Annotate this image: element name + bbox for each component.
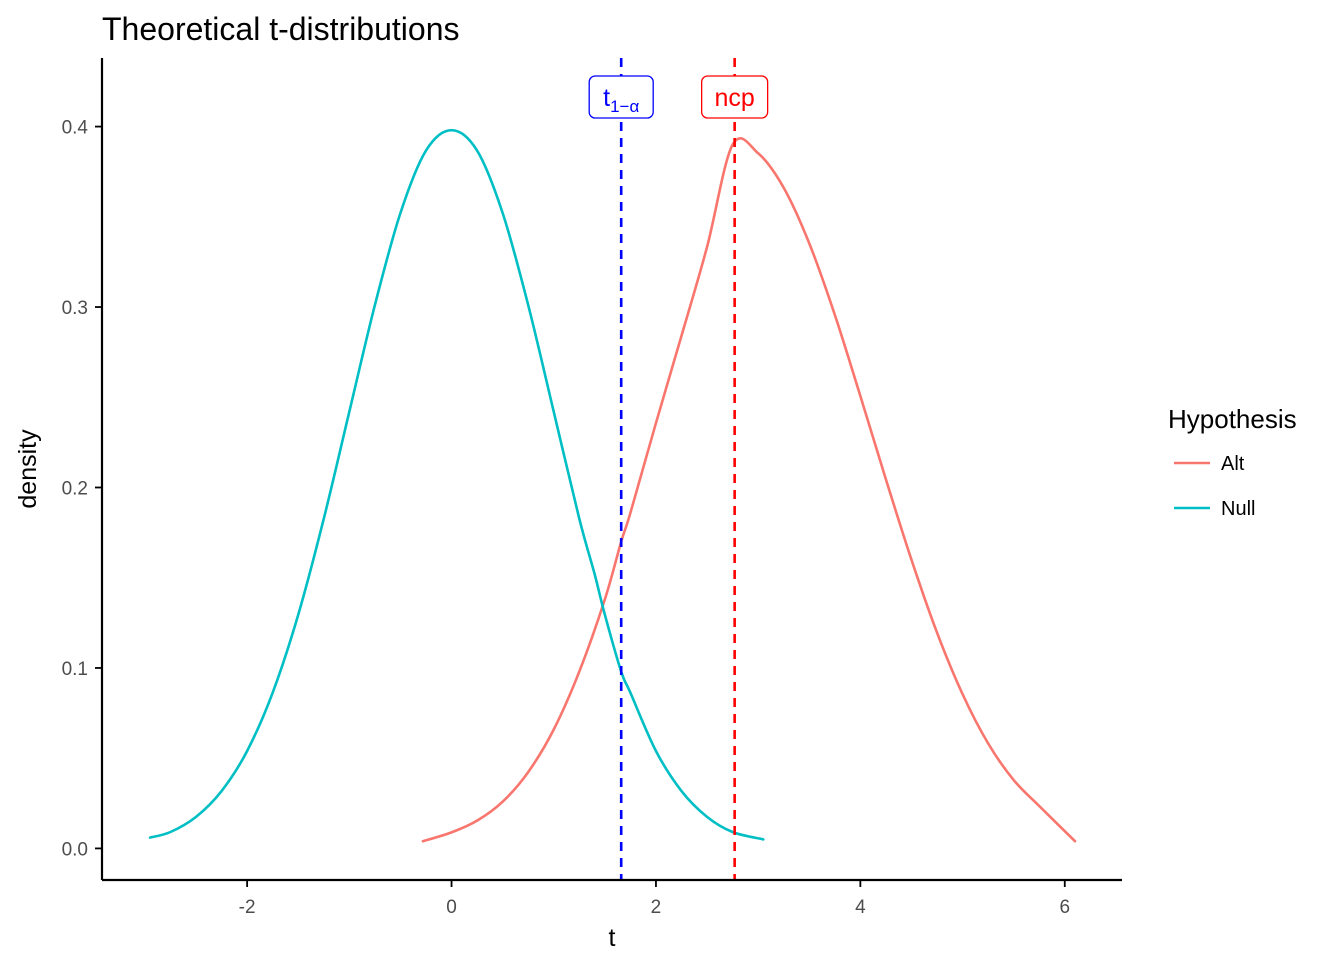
y-tick-label: 0.1 (62, 659, 88, 680)
legend-label-alt: Alt (1221, 453, 1245, 475)
reference-label-box-ncp (700, 75, 769, 119)
y-tick-label: 0.3 (62, 298, 88, 319)
x-tick-label: -2 (239, 897, 256, 918)
series-line-null (148, 128, 765, 841)
y-axis-label: density (14, 429, 42, 509)
y-tick-label: 0.4 (62, 118, 89, 139)
x-tick-label: 4 (855, 897, 866, 918)
x-axis-ticks: -2 0 2 4 6 (239, 880, 1070, 918)
x-tick-label: 2 (651, 897, 662, 918)
reference-label-t-critical: t1−α (603, 84, 639, 116)
x-tick-label: 0 (446, 897, 457, 918)
legend: Hypothesis Alt Null (1168, 404, 1297, 520)
y-axis-ticks: 0.0 0.1 0.2 0.3 0.4 (62, 118, 102, 860)
x-tick-label: 6 (1059, 897, 1070, 918)
legend-title: Hypothesis (1168, 404, 1297, 434)
y-tick-label: 0.2 (62, 478, 88, 499)
plot-area: t1−α ncp (148, 58, 1077, 880)
series-line-alt (421, 137, 1077, 843)
reference-label-box-t-critical (588, 75, 654, 119)
x-axis-label: t (609, 924, 616, 952)
reference-label-ncp: ncp (714, 84, 754, 112)
chart-title: Theoretical t-distributions (102, 11, 459, 47)
legend-label-null: Null (1221, 498, 1255, 520)
y-tick-label: 0.0 (62, 839, 88, 860)
